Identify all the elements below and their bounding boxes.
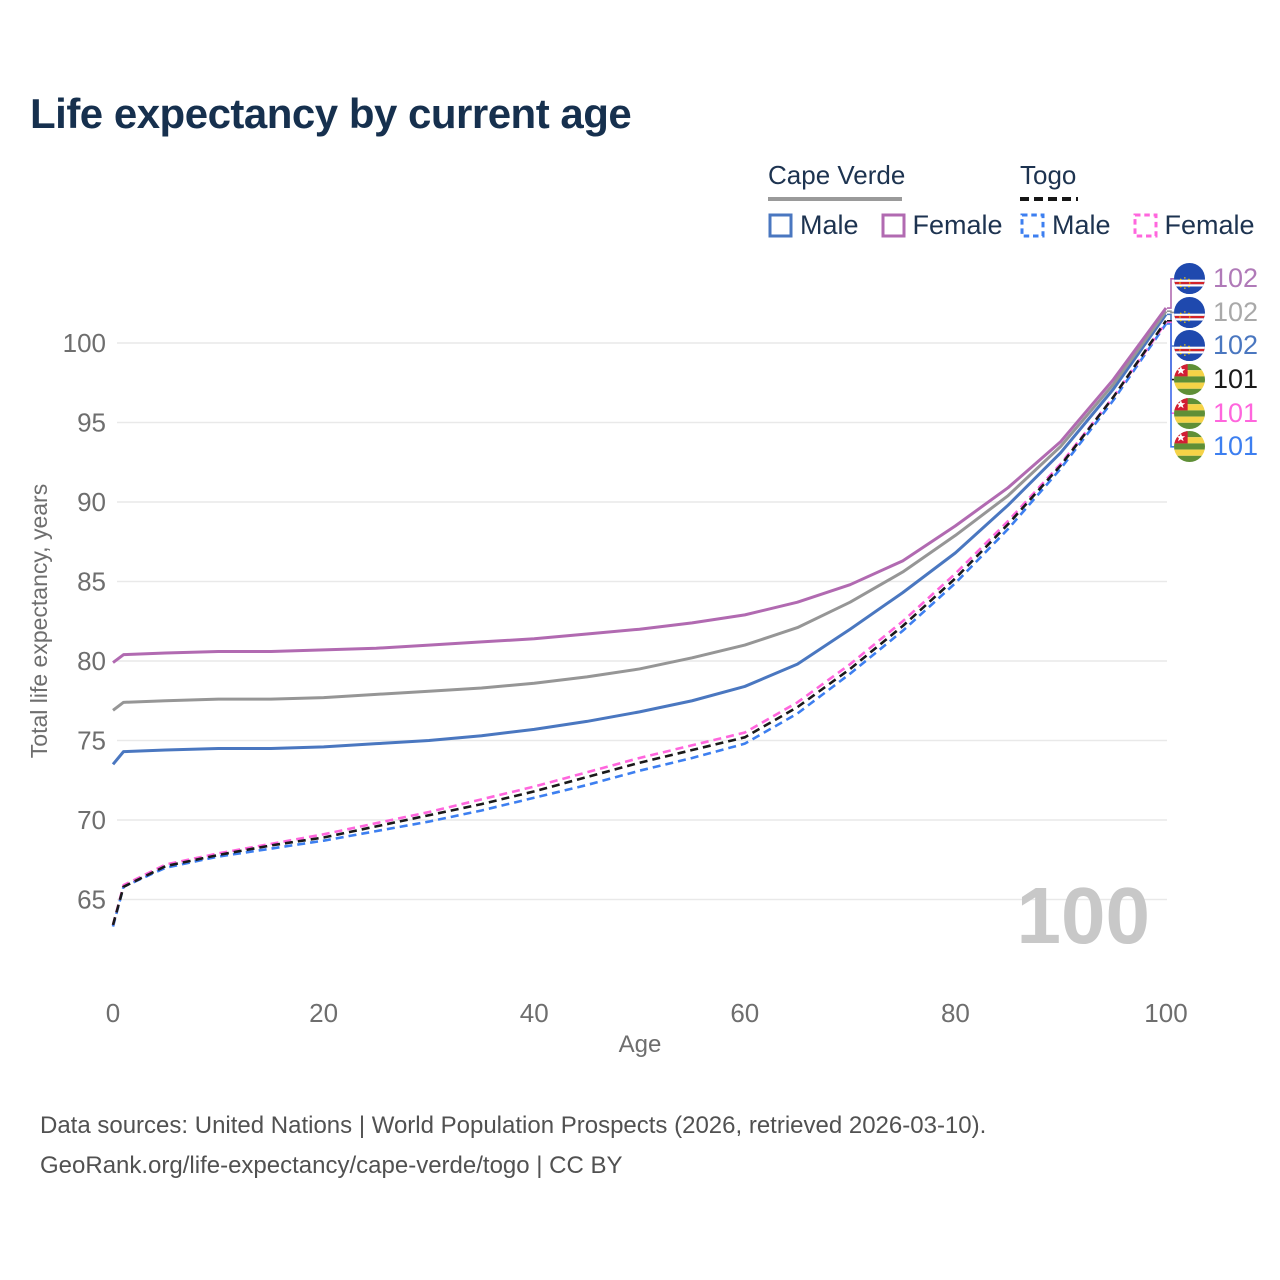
legend-group-cape-verde: Cape Verde Male Female <box>768 160 1003 241</box>
x-tick-label: 40 <box>520 998 549 1028</box>
togo-female-swatch <box>1133 213 1158 238</box>
x-tick-label: 60 <box>730 998 759 1028</box>
footer: Data sources: United Nations | World Pop… <box>40 1106 986 1186</box>
y-tick-label: 80 <box>77 646 106 676</box>
page-title: Life expectancy by current age <box>30 90 632 137</box>
x-axis-title: Age <box>619 1031 662 1058</box>
y-tick-label: 90 <box>77 487 106 517</box>
end-label-row-togo-female: 101 <box>1174 396 1258 430</box>
end-value-label: 102 <box>1213 330 1259 361</box>
x-tick-label: 80 <box>941 998 970 1028</box>
cape-verde-flag-icon <box>1174 263 1205 295</box>
label-connector <box>1167 323 1174 448</box>
attribution-link-text[interactable]: GeoRank.org/life-expectancy/cape-verde/t… <box>40 1152 623 1179</box>
legend-item-cape-verde-male[interactable]: Male <box>768 210 859 241</box>
legend-item-togo-female[interactable]: Female <box>1133 210 1255 241</box>
togo-flag-icon <box>1174 364 1205 396</box>
data-sources-text: Data sources: United Nations | World Pop… <box>40 1112 987 1139</box>
y-tick-label: 85 <box>77 567 106 597</box>
x-tick-label: 20 <box>309 998 338 1028</box>
label-connector <box>1167 278 1174 309</box>
series-line-cape-verde-female <box>112 307 1168 664</box>
legend-country-cape-verde[interactable]: Cape Verde <box>768 160 906 190</box>
y-axis-title: Total life expectancy, years <box>26 484 52 758</box>
label-connector <box>1167 310 1174 314</box>
end-value-label: 102 <box>1213 296 1259 327</box>
x-tick-label: 100 <box>1144 998 1187 1028</box>
cape-verde-flag-icon <box>1174 296 1205 328</box>
series-line-cape-verde-male <box>111 313 1168 766</box>
end-value-label: 101 <box>1213 364 1259 395</box>
y-tick-label: 95 <box>77 408 106 438</box>
end-label-row-togo-average: 101 <box>1174 363 1258 397</box>
age-watermark: 100 <box>1017 871 1150 960</box>
end-label-row-cape-verde-female: 102 <box>1174 262 1258 296</box>
legend-label-male: Male <box>800 210 859 240</box>
legend-item-cape-verde-female[interactable]: Female <box>881 210 1003 241</box>
legend-country-togo[interactable]: Togo <box>1020 160 1077 190</box>
end-label-row-cape-verde-male: 102 <box>1174 329 1258 363</box>
legend-label-female: Female <box>1164 210 1255 240</box>
togo-flag-icon <box>1174 397 1205 429</box>
end-value-label: 102 <box>1213 263 1259 294</box>
x-tick-label: 0 <box>106 998 120 1028</box>
series-line-togo-female <box>111 321 1168 926</box>
end-label-row-cape-verde-average: 102 <box>1174 296 1258 330</box>
y-tick-label: 65 <box>77 885 106 915</box>
end-label-row-togo-male: 101 <box>1174 430 1258 464</box>
cape-verde-male-swatch <box>768 213 793 238</box>
cape-verde-line-style-sample <box>768 197 902 201</box>
end-value-label: 101 <box>1213 397 1259 428</box>
togo-line-style-sample <box>1020 197 1078 201</box>
legend-group-togo: Togo Male Female <box>1020 160 1255 241</box>
togo-male-swatch <box>1020 213 1045 238</box>
series-line-cape-verde-average <box>112 310 1168 712</box>
series-line-togo-male <box>111 323 1168 927</box>
y-tick-label: 70 <box>77 805 106 835</box>
legend-item-togo-male[interactable]: Male <box>1020 210 1111 241</box>
cape-verde-female-swatch <box>881 213 906 238</box>
cape-verde-flag-icon <box>1174 330 1205 362</box>
y-tick-label: 100 <box>63 328 106 358</box>
series-line-togo-average <box>111 320 1168 926</box>
legend-label-female: Female <box>912 210 1003 240</box>
legend-label-male: Male <box>1052 210 1111 240</box>
end-value-label: 101 <box>1213 431 1259 462</box>
series-end-labels: 102 102 102 101 101 101 <box>1174 262 1258 464</box>
y-tick-label: 75 <box>77 726 106 756</box>
togo-flag-icon <box>1174 431 1205 463</box>
